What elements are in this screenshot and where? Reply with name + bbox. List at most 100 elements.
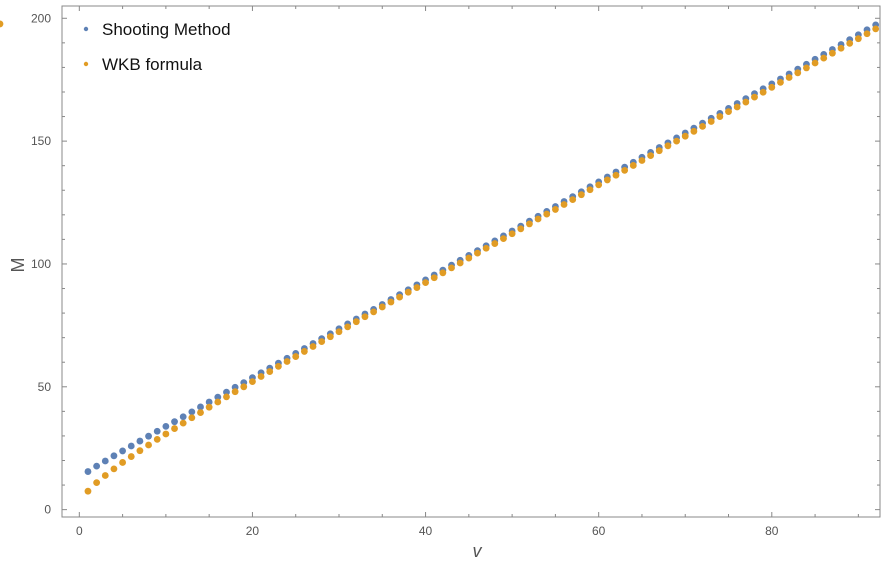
data-point — [378, 303, 386, 311]
data-point — [777, 79, 784, 86]
data-point — [768, 83, 776, 91]
data-point — [742, 98, 750, 106]
plot-border — [61, 5, 881, 518]
data-points — [0, 20, 880, 495]
data-point — [820, 54, 828, 62]
data-point — [127, 453, 135, 460]
data-point — [136, 447, 144, 455]
data-point — [205, 398, 213, 406]
data-point — [335, 328, 343, 336]
data-point — [361, 313, 369, 321]
data-point — [725, 108, 732, 116]
data-point — [188, 414, 196, 422]
data-point — [811, 59, 819, 67]
data-point — [785, 74, 793, 81]
data-point — [197, 409, 204, 416]
series-shooting-method — [84, 21, 880, 475]
y-axis-title: M — [8, 258, 28, 273]
x-axis-ticks: 0 20 40 60 80 — [76, 6, 859, 538]
data-point — [422, 279, 429, 287]
x-tick-label: 0 — [76, 524, 83, 538]
legend: Shooting Method WKB formula — [83, 20, 231, 74]
data-point — [257, 373, 265, 380]
data-point — [179, 413, 187, 421]
data-point — [629, 162, 637, 169]
data-point — [647, 152, 655, 160]
data-point — [153, 435, 161, 443]
data-point — [595, 181, 603, 189]
data-point — [543, 210, 551, 218]
legend-label: Shooting Method — [102, 20, 231, 39]
data-point — [439, 269, 447, 277]
data-point — [318, 338, 326, 345]
data-point — [344, 323, 352, 331]
data-point — [621, 166, 629, 174]
data-point — [283, 358, 291, 365]
data-point — [872, 25, 880, 33]
data-point — [249, 378, 256, 386]
data-point — [223, 393, 230, 401]
data-point — [292, 353, 300, 360]
data-point — [569, 196, 577, 203]
data-point — [197, 403, 204, 411]
data-point — [508, 230, 516, 238]
data-point — [101, 472, 109, 479]
data-point — [803, 64, 810, 72]
legend-marker — [83, 26, 89, 32]
data-point — [733, 103, 741, 111]
y-tick-label: 150 — [31, 134, 51, 148]
data-point — [638, 157, 646, 164]
data-point — [300, 348, 308, 355]
data-point — [500, 235, 507, 243]
data-point — [482, 244, 490, 252]
data-point — [110, 465, 118, 473]
data-point — [560, 201, 568, 208]
data-point — [179, 419, 187, 427]
x-tick-label: 80 — [765, 524, 779, 538]
x-tick-label: 40 — [419, 524, 433, 538]
data-point — [223, 388, 230, 396]
data-point — [404, 288, 412, 296]
data-point — [716, 113, 724, 120]
data-point — [84, 468, 92, 475]
data-point — [188, 408, 196, 416]
data-point — [551, 206, 559, 213]
data-point — [534, 215, 542, 223]
data-point — [266, 368, 274, 375]
y-axis-ticks: 0 50 100 150 200 — [31, 11, 880, 517]
data-point — [474, 249, 481, 257]
data-point — [136, 437, 144, 445]
data-point — [153, 427, 161, 435]
data-point — [456, 259, 464, 267]
y-tick-label: 200 — [31, 11, 51, 25]
data-point — [413, 284, 421, 291]
data-point — [162, 430, 170, 438]
plot-frame — [61, 5, 881, 518]
data-point — [681, 132, 689, 140]
data-point — [707, 118, 715, 125]
data-point — [759, 88, 767, 96]
data-point — [162, 422, 170, 430]
data-point — [846, 39, 854, 47]
data-point — [448, 264, 455, 272]
data-point — [171, 418, 178, 426]
data-point — [751, 93, 758, 101]
data-point — [119, 447, 126, 455]
data-point — [93, 479, 101, 487]
data-point — [586, 186, 594, 194]
data-point — [145, 441, 152, 449]
data-point — [387, 298, 395, 306]
data-point — [863, 30, 871, 38]
data-point — [127, 442, 135, 450]
data-point — [352, 318, 360, 326]
data-point — [491, 240, 499, 247]
data-point — [430, 274, 438, 282]
data-point — [84, 487, 92, 495]
data-point — [370, 308, 378, 316]
data-point — [690, 127, 698, 135]
data-point — [275, 363, 282, 370]
x-tick-label: 60 — [592, 524, 606, 538]
data-point — [828, 49, 836, 57]
x-tick-label: 20 — [246, 524, 260, 538]
data-point — [664, 142, 672, 150]
